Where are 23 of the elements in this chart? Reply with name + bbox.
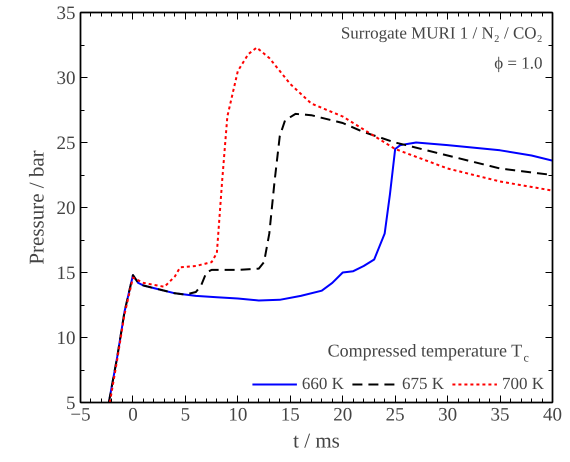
annotation: Surrogate MURI 1 / N₂ / CO₂	[340, 24, 543, 42]
line-series	[108, 46, 552, 402]
annotation: ϕ = 1.0	[494, 54, 543, 72]
y-tick-label: 15	[56, 263, 76, 284]
y-tick-label: 30	[56, 68, 76, 89]
y-tick-label: 25	[56, 133, 76, 154]
x-tick-label: 40	[543, 404, 562, 426]
x-tick-label: 5	[180, 404, 190, 426]
x-tick-label: 30	[438, 404, 458, 426]
y-axis-title: Pressure / bar	[24, 150, 48, 265]
x-axis-title: t / ms	[293, 428, 340, 452]
y-tick-label: 10	[56, 328, 76, 349]
x-tick-label: 15	[280, 404, 300, 426]
legend-label: 700 K	[502, 374, 544, 394]
legend-label: 660 K	[302, 374, 344, 394]
x-tick-label: 35	[490, 404, 510, 426]
x-tick-label: 10	[228, 404, 248, 426]
x-tick-label: 20	[333, 404, 352, 426]
x-tick-label: 25	[386, 404, 405, 426]
y-tick-label: 35	[56, 3, 76, 24]
legend-label: 675 K	[402, 374, 444, 394]
x-tick-label: 0	[128, 404, 138, 426]
y-tick-label: 20	[56, 198, 76, 219]
